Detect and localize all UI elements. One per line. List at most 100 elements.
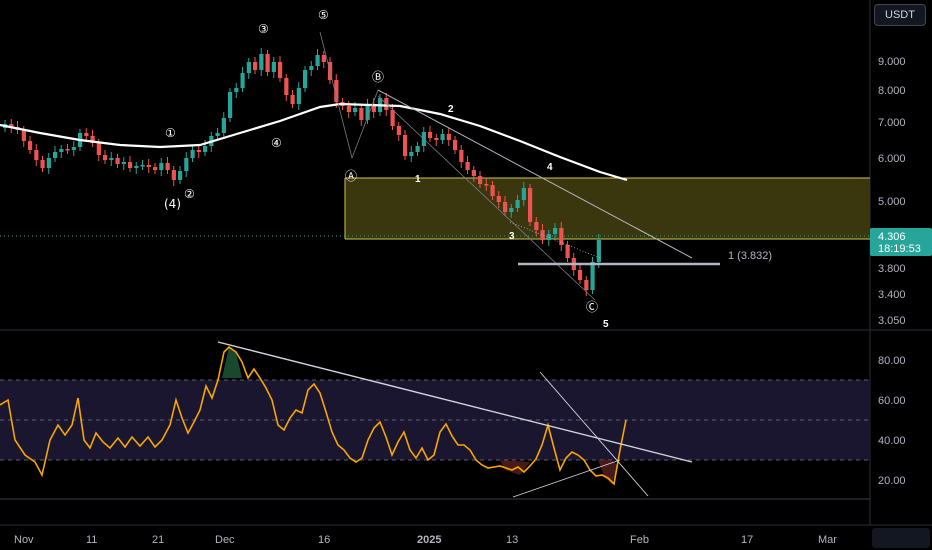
candle-body [65,149,70,151]
candle-body [471,170,476,176]
wave-label-circle-b: Ⓑ [372,70,384,84]
candle-body [578,270,583,280]
wave-label-4-paren: (4) [164,197,181,211]
wave-label-2: 2 [448,104,454,115]
downtrend-line-upper [377,89,693,259]
candle-body [596,240,601,262]
candle-body [121,162,126,164]
candle-body [96,143,101,155]
wave-label-circle-2: ② [184,187,195,201]
wave-label-circle-3: ③ [258,22,269,36]
candle-body [128,162,133,168]
rsi-cross-line-1 [539,371,649,497]
wave-a-line-1 [319,31,353,159]
candle-body [53,152,58,158]
candle-body [359,108,364,120]
price-tick: 7.000 [878,117,906,129]
last-price-countdown: 18:19:53 [878,243,921,255]
candle-body [265,54,270,72]
currency-button[interactable]: USDT [874,4,926,26]
candle-body [365,104,370,120]
rsi-tick: 20.00 [878,475,906,487]
channel-line-lower [377,95,596,301]
candle-body [221,118,226,133]
price-tick: 3.400 [878,289,906,301]
candle-body [559,228,564,245]
candle-body [346,106,351,112]
candle-body [203,146,208,152]
price-tick: 6.000 [878,153,906,165]
candle-body [446,134,451,140]
candle-body [303,70,308,88]
time-tick: 16 [318,534,330,546]
candle-body [315,55,320,66]
candle-body [271,62,276,72]
wave-label-3: 3 [509,231,515,242]
candle-body [84,133,89,136]
price-axis[interactable]: 9.000 8.000 7.000 6.000 5.000 3.800 3.40… [878,56,906,327]
time-tick: 2025 [417,534,441,546]
candle-body [46,158,51,168]
candle-body [9,124,14,127]
wave-c-dotted [509,221,601,259]
candle-body [215,133,220,136]
wave-label-5: 5 [603,319,609,330]
candle-body [453,140,458,150]
candle-body [584,280,589,290]
time-tick: 17 [741,534,753,546]
candle-body [196,150,201,152]
time-tick: 11 [86,534,97,546]
wave-label-circle-1: ① [165,126,176,140]
candle-body [134,166,139,168]
candle-body [284,78,289,95]
rsi-tick: 80.00 [878,355,906,367]
candle-body [371,104,376,112]
candle-body [490,185,495,196]
wave-label-4: 4 [547,162,553,173]
candle-body [515,200,520,208]
candle-body [459,150,464,162]
candle-body [153,167,158,170]
candle-body [403,135,408,156]
candle-body [290,95,295,104]
candle-body [228,92,233,118]
candle-body [190,150,195,158]
time-tick: Nov [14,534,34,546]
price-tick: 3.050 [878,315,906,327]
candle-body [59,149,64,152]
candle-body [90,136,95,143]
candle-body [296,88,301,104]
candle-body [353,108,358,112]
wave-label-circle-a: Ⓐ [345,169,357,183]
last-price-value: 4.306 [878,231,906,243]
candle-body [534,222,539,230]
candle-body [334,80,339,102]
wave-a-line-2 [351,89,379,159]
candle-body [428,132,433,138]
candle-body [71,147,76,150]
rsi-tick: 60.00 [878,395,906,407]
candle-body [440,134,445,140]
candle-body [390,110,395,126]
rsi-overbought-fill [222,347,242,378]
candle-body [478,176,483,184]
rsi-trendline [217,341,693,463]
wave-label-circle-4: ④ [271,136,282,150]
candle-body [509,208,514,212]
time-axis[interactable]: Nov 11 21 Dec 16 2025 13 Feb 17 Mar [14,534,837,546]
candle-body [309,66,314,70]
time-tick: Mar [818,534,837,546]
settings-corner[interactable] [872,528,930,548]
candle-body [484,184,489,186]
wave-label-circle-c: Ⓒ [586,300,598,314]
candle-body [396,126,401,135]
candle-body [178,171,183,180]
rsi-line [0,345,627,486]
last-price-badge [870,228,932,256]
candle-body [278,62,283,78]
candle-body [234,88,239,92]
price-tick: 8.000 [878,85,906,97]
candle-body [171,170,176,180]
candle-body [103,155,108,160]
rsi-axis[interactable]: 80.00 60.00 40.00 20.00 [878,355,906,487]
